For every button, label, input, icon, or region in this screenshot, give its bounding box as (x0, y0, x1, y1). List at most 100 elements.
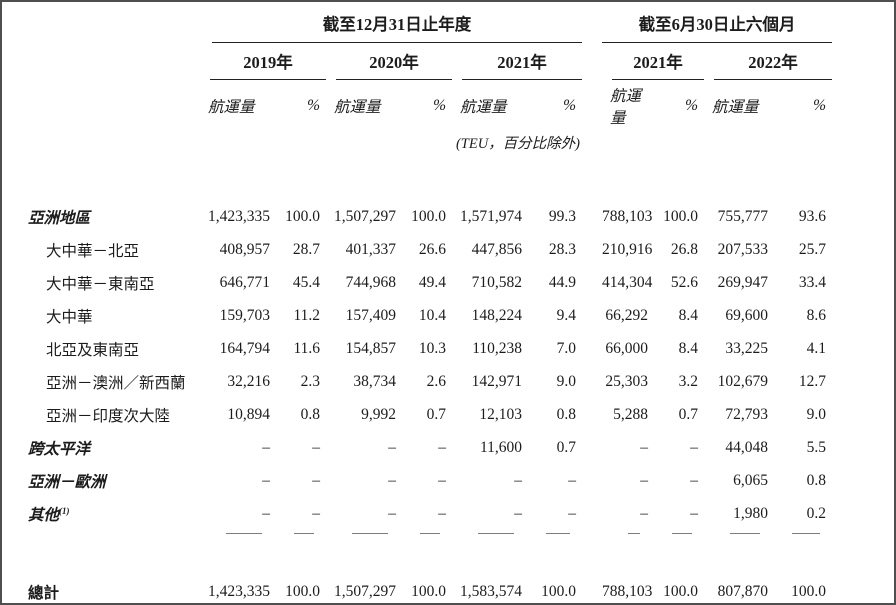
total-value: 100.0 (411, 583, 446, 603)
year-header-2019: 2019年 (200, 44, 326, 84)
gutter (582, 464, 602, 497)
cell: 646,771 (219, 273, 270, 291)
gutter (582, 497, 602, 530)
cell: 744,968 (345, 273, 396, 291)
empty-cell (28, 10, 200, 44)
cell: – (388, 504, 396, 522)
gutter (582, 10, 602, 44)
volume-column-header: 航運量 (460, 99, 507, 116)
cell: 1,583,574 (452, 574, 530, 603)
cell: 49.4 (418, 273, 446, 291)
cell: 1,507,297 (334, 207, 396, 225)
cell: 0.7 (426, 405, 446, 423)
cell: 1,980 (733, 504, 768, 522)
total-value: 807,870 (717, 583, 768, 603)
cell: 10.4 (418, 306, 446, 324)
cell: 9.4 (556, 306, 576, 324)
cell: 159,703 (219, 306, 270, 324)
footnote-marker: (1) (59, 505, 70, 516)
row-label: 總計 (28, 585, 60, 602)
table-row-gc-southeast-asia: 大中華－東南亞 646,771 45.4 744,968 49.4 710,58… (28, 266, 832, 299)
year-label: 2021年 (612, 49, 704, 80)
period-group-label: 截至12月31日止年度 (212, 11, 582, 43)
empty-cell (602, 128, 832, 156)
period-group-label: 截至6月30日止六個月 (602, 11, 832, 43)
table-row-asia-australia-nz: 亞洲－澳洲／新西蘭 32,216 2.3 38,734 2.6 142,971 … (28, 365, 832, 398)
gutter (582, 299, 602, 332)
table-row-total: 總計 1,423,335 100.0 1,507,297 100.0 1,583… (28, 574, 832, 603)
cell: 28.7 (292, 240, 320, 258)
cell: 210,916 (602, 240, 653, 258)
table-row-gc-north-asia: 大中華－北亞 408,957 28.7 401,337 26.6 447,856… (28, 233, 832, 266)
row-label: 亞洲地區 (28, 209, 91, 227)
empty-cell (28, 156, 832, 200)
cell: 7.0 (556, 339, 576, 357)
cell: 710,582 (471, 273, 522, 291)
unit-note-row: (TEU，百分比除外) (28, 128, 832, 156)
cell: 0.2 (806, 504, 826, 522)
cell: 414,304 (602, 273, 653, 291)
row-label: 跨太平洋 (28, 440, 91, 458)
cell: 100.0 (411, 207, 446, 225)
cell: 5,288 (613, 405, 648, 423)
cell: 66,000 (605, 339, 648, 357)
cell: 5.5 (806, 438, 826, 456)
cell: – (568, 504, 576, 522)
cell: 25.7 (798, 240, 826, 258)
total-value: 100.0 (663, 583, 698, 603)
cell: 26.8 (670, 240, 698, 258)
cell: 154,857 (345, 339, 396, 357)
rule-segment (656, 530, 704, 536)
empty-cell (28, 128, 452, 156)
gutter (582, 128, 602, 156)
gutter (582, 431, 602, 464)
cell: 10.3 (418, 339, 446, 357)
spacer-row (28, 536, 832, 574)
cell: 408,957 (219, 240, 270, 258)
rule-segment (200, 530, 278, 536)
year-label: 2022年 (714, 49, 832, 80)
row-label: 大中華－東南亞 (46, 275, 155, 293)
rule-segment (278, 530, 326, 536)
cell: 100.0 (404, 574, 452, 603)
cell: – (388, 438, 396, 456)
year-label: 2021年 (462, 49, 582, 80)
cell: 25,303 (605, 372, 648, 390)
cell: 33,225 (725, 339, 768, 357)
cell: 99.3 (548, 207, 576, 225)
year-label: 2020年 (336, 49, 452, 80)
percent-column-header: % (813, 97, 826, 114)
volume-column-header: 航運量 (208, 99, 255, 116)
cell: – (262, 438, 270, 456)
cell: 148,224 (471, 306, 522, 324)
cell: 8.4 (678, 306, 698, 324)
rule-segment (776, 530, 832, 536)
column-header-row: 航運量 % 航運量 % 航運量 % 航運量 % 航運量 % (28, 84, 832, 128)
cell: 447,856 (471, 240, 522, 258)
cell: 0.8 (556, 405, 576, 423)
empty-cell (28, 84, 200, 128)
gutter (582, 44, 602, 84)
cell: 788,103 (602, 574, 656, 603)
row-label: 亞洲－印度次大陸 (46, 407, 171, 425)
cell: 11.2 (293, 306, 320, 324)
row-label: 其他(1) (28, 497, 200, 530)
row-label: 亞洲－澳洲／新西蘭 (46, 374, 186, 392)
table-row-transpacific: 跨太平洋 – – – – 11,600 0.7 – – 44,048 5.5 (28, 431, 832, 464)
cell: 807,870 (704, 574, 776, 603)
row-label-text: 其他 (28, 506, 60, 524)
cell: 1,423,335 (200, 574, 278, 603)
cell: 755,777 (717, 207, 768, 225)
percent-column-header: % (563, 97, 576, 114)
rule-segment (704, 530, 776, 536)
cell: 2.6 (426, 372, 446, 390)
cell: – (438, 504, 446, 522)
cell: 10,894 (227, 405, 270, 423)
cell: 45.4 (292, 273, 320, 291)
table-row-asia-region: 亞洲地區 1,423,335 100.0 1,507,297 100.0 1,5… (28, 200, 832, 233)
cell: 157,409 (345, 306, 396, 324)
cell: 102,679 (717, 372, 768, 390)
cell: 0.7 (556, 438, 576, 456)
row-label: 亞洲－歐洲 (28, 473, 106, 491)
cell: 8.4 (678, 339, 698, 357)
